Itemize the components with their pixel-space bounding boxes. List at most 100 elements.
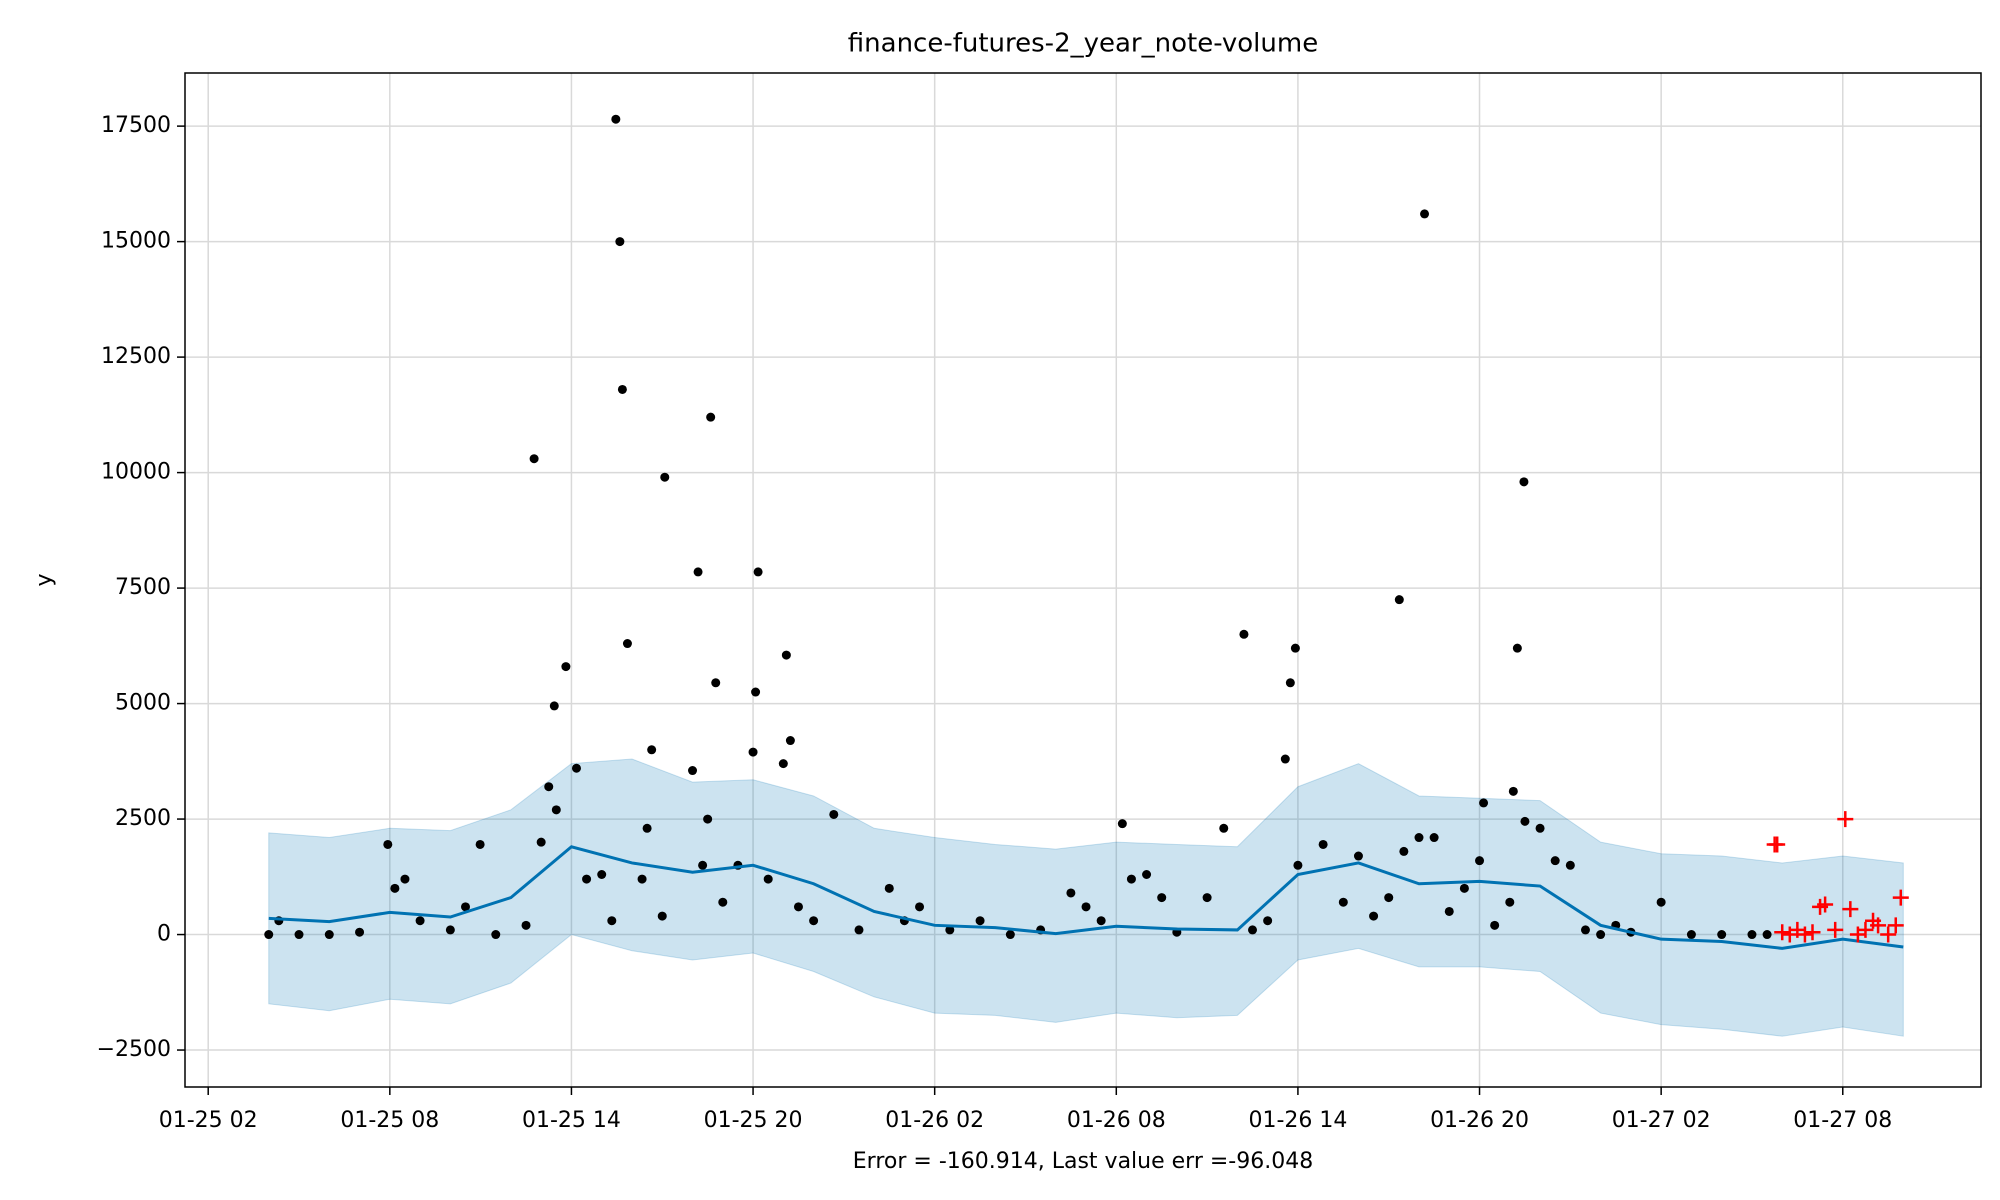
observed-point bbox=[1394, 595, 1404, 605]
observed-point bbox=[1293, 860, 1303, 870]
future-point bbox=[1887, 917, 1904, 934]
observed-point bbox=[460, 902, 470, 912]
observed-point bbox=[1280, 754, 1290, 764]
x-tick-label: 01-26 08 bbox=[1067, 1108, 1166, 1133]
observed-point bbox=[597, 869, 607, 879]
observed-point bbox=[829, 809, 839, 819]
observed-point bbox=[1202, 893, 1212, 903]
observed-point bbox=[748, 747, 758, 757]
future-point bbox=[1880, 926, 1897, 943]
observed-point bbox=[698, 860, 708, 870]
observed-point bbox=[415, 916, 425, 926]
future-point bbox=[1837, 811, 1854, 828]
x-tick-label: 01-26 02 bbox=[885, 1108, 984, 1133]
observed-point bbox=[582, 874, 592, 884]
observed-point bbox=[1479, 798, 1489, 808]
observed-point bbox=[571, 763, 581, 773]
observed-point bbox=[781, 650, 791, 660]
y-tick-label: 15000 bbox=[101, 229, 171, 254]
y-tick-label: 10000 bbox=[101, 460, 171, 485]
observed-point bbox=[1580, 925, 1590, 935]
observed-point bbox=[1762, 930, 1772, 940]
observed-point bbox=[1505, 897, 1515, 907]
observed-point bbox=[1520, 816, 1530, 826]
observed-point bbox=[647, 745, 657, 755]
observed-point bbox=[1117, 819, 1127, 829]
observed-point bbox=[915, 902, 925, 912]
observed-point bbox=[1519, 477, 1529, 487]
observed-point bbox=[1475, 856, 1485, 866]
observed-point bbox=[637, 874, 647, 884]
observed-point bbox=[1096, 916, 1106, 926]
observed-point bbox=[294, 930, 304, 940]
observed-point bbox=[1081, 902, 1091, 912]
observed-point bbox=[324, 930, 334, 940]
observed-point bbox=[945, 925, 955, 935]
observed-point bbox=[383, 839, 393, 849]
y-tick-label: 12500 bbox=[101, 344, 171, 369]
observed-point bbox=[718, 897, 728, 907]
axes: −2500 0 2500 5000 7500 10000 12500 15000 17500 01… bbox=[97, 113, 1893, 1133]
observed-point bbox=[1142, 869, 1152, 879]
observed-point bbox=[549, 701, 559, 711]
observed-point bbox=[1420, 209, 1430, 219]
y-tick-label: 5000 bbox=[115, 691, 171, 716]
axes-frame bbox=[184, 72, 1982, 1088]
observed-point bbox=[763, 874, 773, 884]
observed-point bbox=[1535, 823, 1545, 833]
y-tick-label: −2500 bbox=[97, 1037, 171, 1062]
observed-point bbox=[1353, 851, 1363, 861]
observed-point bbox=[1717, 930, 1727, 940]
x-tick-label: 01-25 02 bbox=[159, 1108, 258, 1133]
future-point bbox=[1796, 926, 1813, 943]
observed-point bbox=[400, 874, 410, 884]
observed-point bbox=[607, 916, 617, 926]
y-tick-label: 0 bbox=[157, 922, 171, 947]
observed-point bbox=[703, 814, 713, 824]
x-tick-label: 01-25 08 bbox=[340, 1108, 439, 1133]
observed-point bbox=[1318, 839, 1328, 849]
observed-point bbox=[521, 920, 531, 930]
observed-point bbox=[778, 759, 788, 769]
observed-point bbox=[1384, 893, 1394, 903]
observed-point bbox=[884, 883, 894, 893]
observed-point bbox=[854, 925, 864, 935]
observed-point bbox=[264, 930, 274, 940]
observed-point bbox=[1248, 925, 1258, 935]
y-tick-label: 17500 bbox=[101, 113, 171, 138]
observed-point bbox=[1444, 906, 1454, 916]
x-tick-label: 01-25 14 bbox=[522, 1108, 621, 1133]
observed-point bbox=[1512, 643, 1522, 653]
observed-point bbox=[642, 823, 652, 833]
observed-point bbox=[1005, 930, 1015, 940]
observed-point bbox=[693, 567, 703, 577]
y-tick-label: 2500 bbox=[115, 806, 171, 831]
observed-point bbox=[1508, 786, 1518, 796]
future-point bbox=[1774, 924, 1791, 941]
observed-point bbox=[617, 384, 627, 394]
observed-point bbox=[1429, 833, 1439, 843]
observed-point bbox=[688, 766, 698, 776]
observed-point bbox=[611, 114, 621, 124]
observed-point bbox=[1399, 846, 1409, 856]
observed-point bbox=[793, 902, 803, 912]
observed-point bbox=[491, 930, 501, 940]
observed-point bbox=[1338, 897, 1348, 907]
observed-point bbox=[1550, 856, 1560, 866]
observed-point bbox=[1219, 823, 1229, 833]
future-point bbox=[1842, 901, 1859, 918]
plot-area bbox=[264, 114, 1909, 1037]
observed-point bbox=[1686, 930, 1696, 940]
observed-point bbox=[622, 639, 632, 649]
observed-point bbox=[1414, 833, 1424, 843]
observed-point bbox=[1596, 930, 1606, 940]
x-axis-label: Error = -160.914, Last value err =-96.04… bbox=[853, 1149, 1313, 1174]
observed-point bbox=[355, 927, 365, 937]
observed-point bbox=[1126, 874, 1136, 884]
future-point bbox=[1769, 836, 1786, 853]
observed-point bbox=[536, 837, 546, 847]
observed-point bbox=[1157, 893, 1167, 903]
observed-point bbox=[1490, 920, 1500, 930]
